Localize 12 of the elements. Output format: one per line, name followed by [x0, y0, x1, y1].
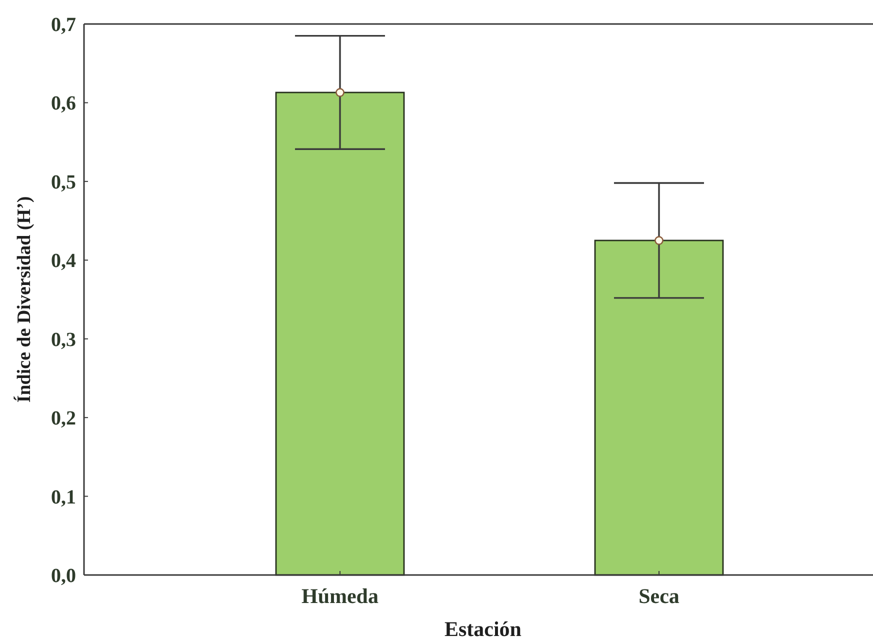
- y-tick-label: 0,3: [51, 328, 76, 351]
- x-tick-label: Seca: [638, 584, 680, 608]
- y-tick-label: 0,4: [51, 250, 76, 272]
- y-tick-label: 0,0: [51, 565, 76, 587]
- y-tick-label: 0,1: [51, 486, 76, 508]
- y-tick-label: 0,6: [51, 92, 76, 115]
- x-axis-title: Estación: [444, 617, 522, 640]
- y-axis-title: Índice de Diversidad (H’): [13, 196, 35, 403]
- y-tick-label: 0,2: [51, 408, 76, 430]
- y-tick-label: 0,5: [51, 171, 76, 194]
- x-tick-label: Húmeda: [301, 584, 379, 608]
- y-tick-label: 0,7: [51, 14, 76, 36]
